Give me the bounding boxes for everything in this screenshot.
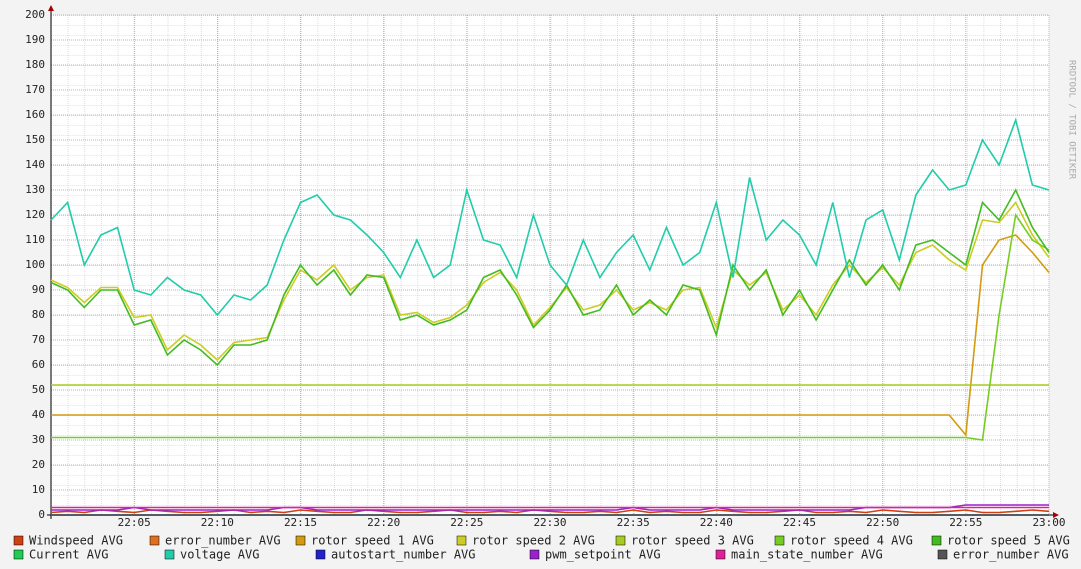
- legend-swatch: [937, 549, 948, 560]
- legend-swatch: [774, 535, 785, 546]
- x-tick-label: 23:00: [1032, 516, 1065, 529]
- y-tick-label: 140: [25, 158, 45, 171]
- y-tick-label: 40: [32, 408, 45, 421]
- series-line: [50, 188, 1050, 367]
- axis-arrow: [48, 5, 54, 11]
- x-tick-label: 22:55: [949, 516, 982, 529]
- legend-swatch: [295, 535, 306, 546]
- legend-label: rotor speed 2 AVG: [472, 534, 595, 548]
- y-tick-label: 150: [25, 133, 45, 146]
- x-tick-label: 22:50: [866, 516, 899, 529]
- legend-swatch: [615, 535, 626, 546]
- axis-arrow: [1053, 512, 1059, 518]
- legend-swatch: [315, 549, 326, 560]
- y-tick-label: 20: [32, 458, 45, 471]
- series-line: [51, 234, 1050, 437]
- y-tick-label: 10: [32, 483, 45, 496]
- y-tick-label: 0: [38, 508, 45, 521]
- legend-label: Windspeed AVG: [29, 534, 123, 548]
- y-tick-label: 30: [32, 433, 45, 446]
- legend-swatch: [715, 549, 726, 560]
- x-tick-label: 22:30: [533, 516, 566, 529]
- series-line: [50, 117, 1050, 317]
- series-line: [50, 201, 1050, 362]
- y-tick-label: 60: [32, 358, 45, 371]
- legend-label: rotor speed 4 AVG: [790, 534, 913, 548]
- legend-swatch: [164, 549, 175, 560]
- y-tick-label: 100: [25, 258, 45, 271]
- legend-swatch: [931, 535, 942, 546]
- x-tick-label: 22:35: [617, 516, 650, 529]
- legend-swatch: [149, 535, 160, 546]
- legend-swatch: [13, 535, 24, 546]
- y-tick-label: 180: [25, 58, 45, 71]
- legend-label: Current AVG: [29, 548, 108, 562]
- legend-label: main_state_number AVG: [731, 548, 883, 562]
- x-tick-label: 22:40: [700, 516, 733, 529]
- x-tick-label: 22:20: [367, 516, 400, 529]
- legend-label: error_number AVG: [165, 534, 281, 548]
- x-tick-label: 22:25: [450, 516, 483, 529]
- watermark: RRDTOOL / TOBI OETIKER: [1067, 60, 1077, 180]
- legend-swatch: [13, 549, 24, 560]
- y-tick-label: 130: [25, 183, 45, 196]
- series-line: [51, 212, 1050, 441]
- x-tick-label: 22:10: [201, 516, 234, 529]
- legend-label: voltage AVG: [180, 548, 259, 562]
- y-tick-label: 190: [25, 33, 45, 46]
- legend-label: pwm_setpoint AVG: [545, 548, 661, 562]
- y-tick-label: 70: [32, 333, 45, 346]
- y-tick-label: 200: [25, 8, 45, 21]
- legend-swatch: [529, 549, 540, 560]
- legend-swatch: [456, 535, 467, 546]
- legend-label: rotor speed 1 AVG: [311, 534, 434, 548]
- legend-label: rotor speed 3 AVG: [631, 534, 754, 548]
- legend-label: error_number AVG: [953, 548, 1069, 562]
- y-tick-label: 80: [32, 308, 45, 321]
- y-tick-label: 110: [25, 233, 45, 246]
- y-tick-label: 160: [25, 108, 45, 121]
- x-tick-label: 22:05: [118, 516, 151, 529]
- series-line: [50, 509, 1050, 514]
- x-tick-label: 22:45: [783, 516, 816, 529]
- y-tick-label: 120: [25, 208, 45, 221]
- y-tick-label: 90: [32, 283, 45, 296]
- x-tick-label: 22:15: [284, 516, 317, 529]
- y-tick-label: 50: [32, 383, 45, 396]
- legend-label: rotor speed 5 AVG: [947, 534, 1070, 548]
- legend-label: autostart_number AVG: [331, 548, 476, 562]
- y-tick-label: 170: [25, 83, 45, 96]
